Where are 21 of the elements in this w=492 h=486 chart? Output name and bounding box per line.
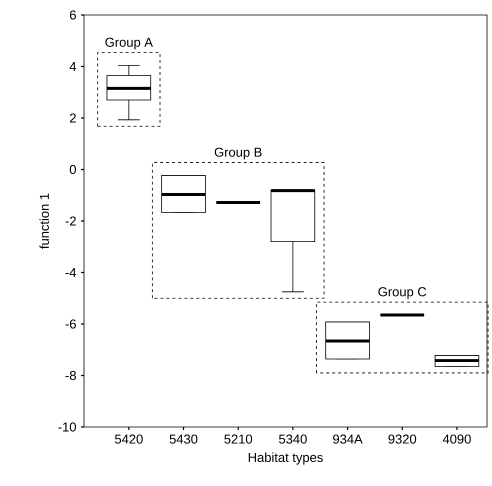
y-tick-label: 2: [70, 113, 76, 123]
annotation: Group B: [214, 148, 262, 160]
x-tick-label: 5420: [114, 434, 143, 444]
annotation: Group A: [105, 38, 153, 50]
y-tick-label: -2: [66, 216, 76, 226]
x-tick-label: 5430: [170, 434, 198, 444]
y-tick-label: -8: [66, 370, 76, 380]
annotation: Group C: [378, 287, 426, 299]
x-tick-label: 934A: [333, 434, 363, 444]
y-tick-label: -6: [66, 319, 76, 329]
x-tick-label: 5210: [224, 434, 252, 444]
y-tick-label: -4: [66, 268, 76, 277]
y-tick-label: 4: [70, 62, 76, 71]
y-tick-label: 0: [70, 164, 76, 174]
x-tick-label: 4090: [442, 434, 471, 444]
y-tick-label: 6: [70, 10, 76, 20]
y-axis-title: function 1: [39, 194, 49, 249]
y-tick-label: -10: [58, 422, 76, 432]
x-tick-label: 5340: [278, 434, 307, 444]
x-axis-title: Habitat types: [248, 452, 323, 465]
x-tick-label: 9320: [388, 434, 416, 444]
